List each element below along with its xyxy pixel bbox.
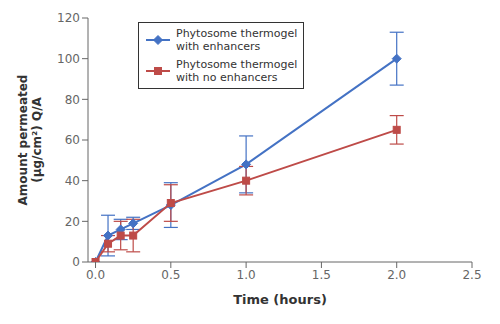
svg-text:2.0: 2.0 (387, 268, 406, 282)
svg-text:0.0: 0.0 (86, 268, 105, 282)
svg-text:60: 60 (65, 133, 80, 147)
svg-text:120: 120 (57, 11, 80, 25)
svg-text:Amount permeated(μg/cm²) Q/A: Amount permeated(μg/cm²) Q/A (16, 75, 44, 206)
svg-text:40: 40 (65, 174, 80, 188)
svg-text:Time (hours): Time (hours) (233, 292, 327, 307)
svg-text:1.5: 1.5 (312, 268, 331, 282)
html-text:Phytosome thermogel with no en: Phytosome thermogel with no enhancers (176, 58, 298, 84)
svg-text:100: 100 (57, 52, 80, 66)
svg-text:80: 80 (65, 93, 80, 107)
svg-text:2.5: 2.5 (462, 268, 481, 282)
svg-text:0: 0 (72, 255, 80, 269)
svg-text:20: 20 (65, 215, 80, 229)
svg-text:0.5: 0.5 (161, 268, 180, 282)
html-text:Phytosome thermogel with enhan: Phytosome thermogel with enhancers (176, 27, 298, 53)
svg-text:1.0: 1.0 (237, 268, 256, 282)
